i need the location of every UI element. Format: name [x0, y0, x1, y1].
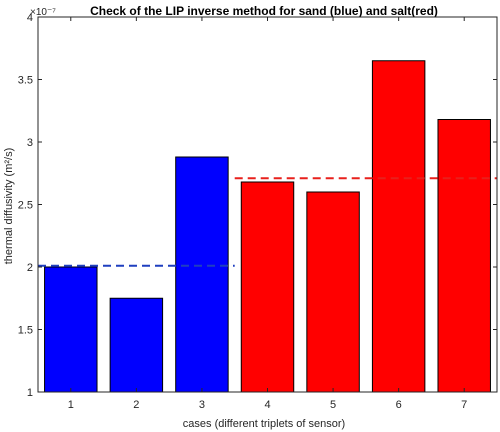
x-tick-label: 1 — [68, 399, 74, 411]
y-axis-label: thermal diffusivity (m²/s) — [3, 148, 15, 265]
y-tick-label: 2.5 — [18, 200, 33, 212]
y-tick-label: 1.5 — [18, 325, 33, 337]
bar-case-5 — [306, 191, 360, 393]
bar-case-4 — [240, 181, 295, 393]
y-tick-label: 2 — [27, 262, 33, 274]
x-tick-label: 7 — [461, 399, 467, 411]
bar-case-2 — [109, 297, 164, 393]
bar-case-7 — [437, 119, 491, 393]
x-tick-label: 2 — [133, 399, 139, 411]
bar-case-1 — [44, 266, 98, 393]
x-tick-label: 6 — [396, 399, 402, 411]
x-axis-label: cases (different triplets of sensor) — [183, 418, 345, 430]
x-tick-label: 5 — [330, 399, 336, 411]
x-tick-label: 4 — [264, 399, 270, 411]
y-tick-label: 4 — [27, 12, 33, 24]
y-tick-label: 3.5 — [18, 75, 33, 87]
bar-case-6 — [371, 60, 426, 393]
x-tick-label: 3 — [199, 399, 205, 411]
bar-case-3 — [175, 156, 229, 393]
y-exponent-label: ×10⁻⁷ — [30, 7, 56, 18]
plot-area: 1 2 3 4 5 6 7 1 1.5 2 2.5 3 3.5 4 — [18, 12, 498, 411]
y-tick-label: 3 — [27, 137, 33, 149]
chart-title: Check of the LIP inverse method for sand… — [90, 4, 438, 18]
y-tick-label: 1 — [27, 387, 33, 399]
